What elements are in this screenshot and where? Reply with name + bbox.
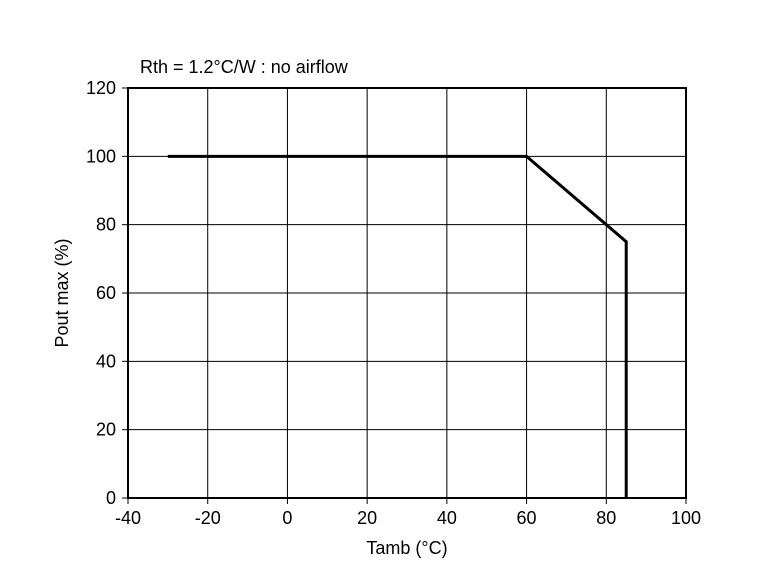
y-tick-label: 100 xyxy=(86,146,116,166)
y-tick-label: 40 xyxy=(96,351,116,371)
y-tick-label: 60 xyxy=(96,283,116,303)
x-tick-label: 80 xyxy=(596,508,616,528)
x-tick-label: 60 xyxy=(517,508,537,528)
y-tick-label: 0 xyxy=(106,488,116,508)
x-tick-label: 100 xyxy=(671,508,701,528)
y-tick-label: 120 xyxy=(86,78,116,98)
y-tick-label: 20 xyxy=(96,420,116,440)
x-axis-label: Tamb (°C) xyxy=(366,538,447,558)
x-tick-label: 20 xyxy=(357,508,377,528)
x-tick-label: 40 xyxy=(437,508,457,528)
y-axis-label: Pout max (%) xyxy=(52,238,72,347)
y-tick-label: 80 xyxy=(96,215,116,235)
x-tick-label: -20 xyxy=(195,508,221,528)
chart-annotation: Rth = 1.2°C/W : no airflow xyxy=(140,57,349,77)
x-tick-label: -40 xyxy=(115,508,141,528)
derating-chart: -40 -20 0 20 40 60 80 100 0 20 40 60 80 100 120 Tamb (°… xyxy=(0,0,767,577)
chart-svg: -40 -20 0 20 40 60 80 100 0 20 40 60 80 100 120 Tamb (°… xyxy=(0,0,767,577)
x-tick-label: 0 xyxy=(282,508,292,528)
series-derating xyxy=(168,156,626,498)
